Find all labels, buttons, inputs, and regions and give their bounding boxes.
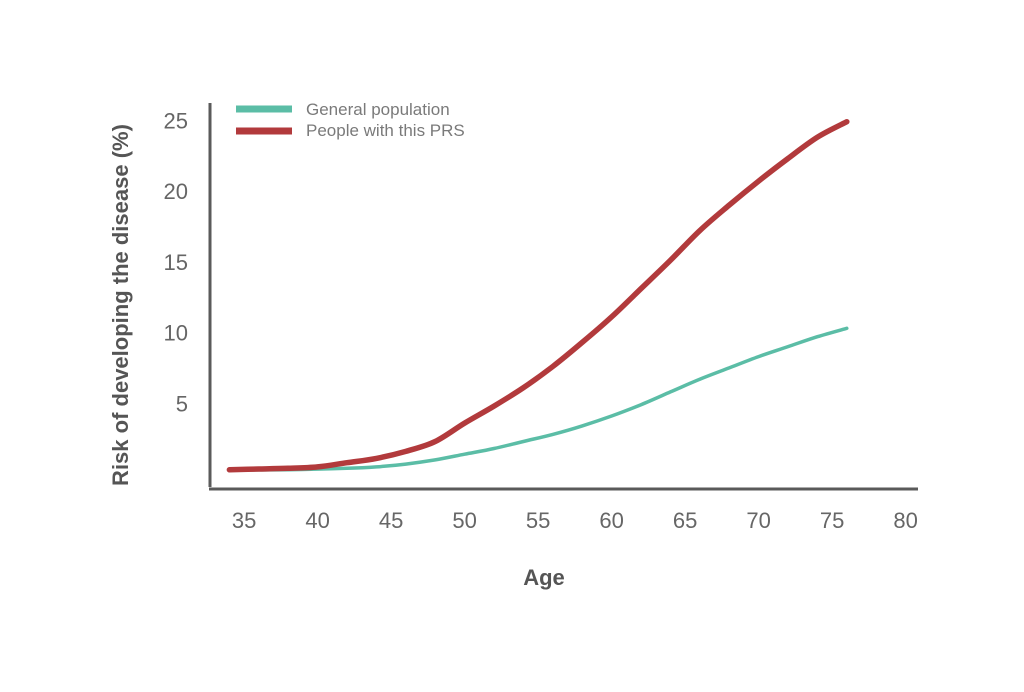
y-tick-label: 5 xyxy=(176,391,188,416)
x-tick-label: 55 xyxy=(526,508,550,533)
series-line-prs xyxy=(226,118,850,473)
x-tick-label: 80 xyxy=(893,508,917,533)
series-lines xyxy=(226,118,850,473)
x-tick-label: 70 xyxy=(746,508,770,533)
y-tick-label: 10 xyxy=(164,321,188,346)
x-tick-label: 65 xyxy=(673,508,697,533)
y-axis-title: Risk of developing the disease (%) xyxy=(108,124,133,486)
x-tick-label: 60 xyxy=(599,508,623,533)
legend-label-prs: People with this PRS xyxy=(306,121,465,140)
y-tick-label: 25 xyxy=(164,108,188,133)
x-tick-label: 75 xyxy=(820,508,844,533)
x-tick-label: 45 xyxy=(379,508,403,533)
x-tick-label: 40 xyxy=(305,508,329,533)
y-tick-label: 15 xyxy=(164,250,188,275)
legend-label-general-population: General population xyxy=(306,100,450,119)
x-axis-title: Age xyxy=(523,565,565,590)
y-tick-labels: 5 10 15 20 25 xyxy=(164,108,188,416)
legend: General population People with this PRS xyxy=(236,100,465,140)
x-tick-label: 50 xyxy=(452,508,476,533)
x-tick-label: 35 xyxy=(232,508,256,533)
y-tick-label: 20 xyxy=(164,179,188,204)
series-line-general-population xyxy=(227,326,849,472)
x-tick-labels: 35 40 45 50 55 60 65 70 75 80 xyxy=(232,508,918,533)
